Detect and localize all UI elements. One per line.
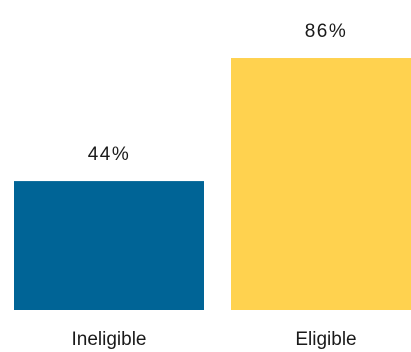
- value-label-eligible: 86%: [305, 21, 348, 42]
- category-labels-group: Ineligible Eligible: [72, 329, 357, 350]
- bar-eligible: [231, 58, 411, 310]
- value-label-ineligible: 44%: [88, 144, 131, 165]
- bar-ineligible: [14, 181, 204, 310]
- value-labels-group: 44% 86%: [88, 21, 348, 165]
- category-label-eligible: Eligible: [295, 329, 356, 350]
- category-label-ineligible: Ineligible: [72, 329, 147, 350]
- bars-group: [14, 58, 411, 310]
